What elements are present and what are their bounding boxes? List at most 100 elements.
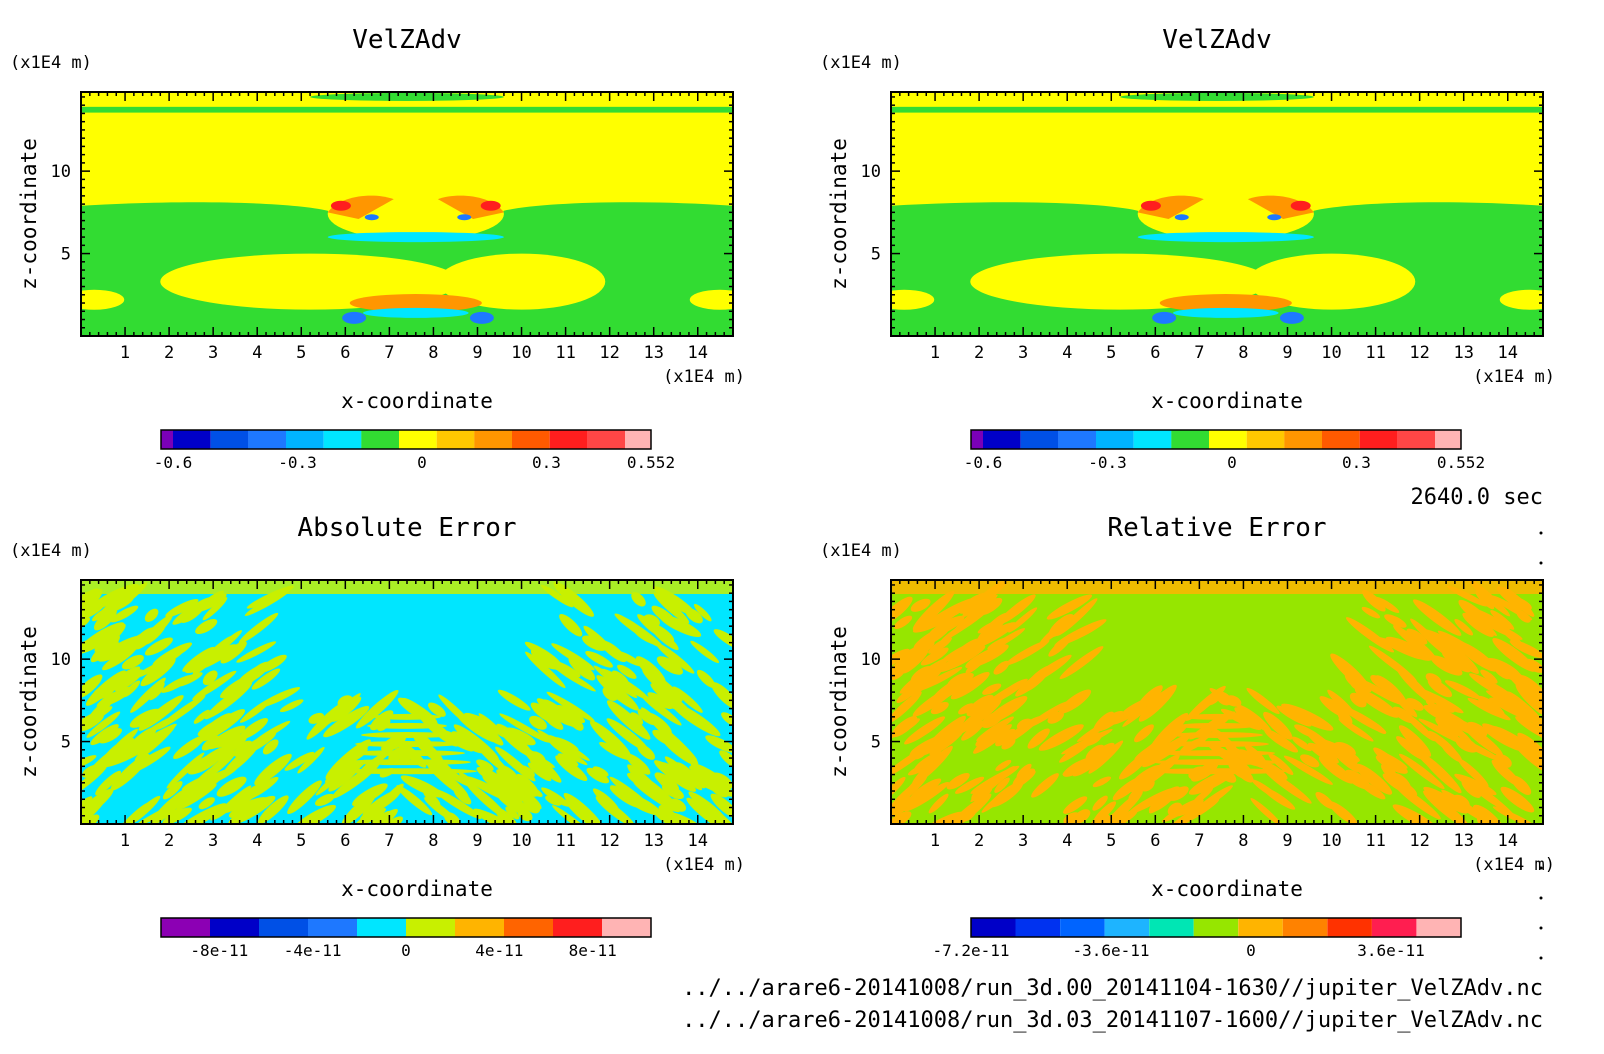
x-tick-label: 13 [643,343,663,363]
field-region [81,289,125,310]
x-tick-label: 7 [1194,831,1204,851]
colorbar-swatch [971,918,1016,937]
y-unit-label: (x1E4 m) [10,53,92,73]
colorbar-tick-label: -0.3 [1088,453,1127,472]
colorbar-swatch [210,918,259,937]
colorbar-swatch [323,430,362,449]
x-tick-label: 6 [1150,831,1160,851]
x-tick-label: 5 [1106,343,1116,363]
field-region-deep [1152,311,1177,324]
field-region-hot [480,200,501,211]
x-tick-label: 2 [164,831,174,851]
colorbar-swatch [1171,430,1209,449]
colorbar-swatch [259,918,308,937]
colorbar-swatch [1416,918,1461,937]
colorbar-swatch [1327,918,1372,937]
tick-marks [891,92,1544,336]
field-region-warm [349,294,482,313]
colorbar-tick-label: -0.6 [964,453,1003,472]
x-tick-label: 7 [384,343,394,363]
x-unit-label: (x1E4 m) [1473,367,1555,387]
field-band [310,92,504,101]
tick-marks [891,580,1544,824]
time-label: 2640.0 sec [1411,485,1543,510]
colorbar-swatch [1284,430,1322,449]
colorbar-swatch [286,430,324,449]
file-path-2: ../../arare6-20141008/run_3d.03_20141107… [682,1008,1543,1033]
x-unit-label: (x1E4 m) [1473,855,1555,875]
colorbar-swatch [1209,430,1247,449]
panel-title: VelZAdv [352,25,462,55]
panel-1: VelZAdv(x1E4 m)(x1E4 m)1 2 3 4 5 6 7 8 9 10 11 12 13… [10,25,745,472]
colorbar-swatch [1238,918,1283,937]
contour-field [81,580,733,824]
field-band [1120,92,1314,101]
colorbar-swatch [308,918,357,937]
field-arc [367,722,447,729]
x-tick-label: 4 [1062,831,1072,851]
colorbar-frame [160,917,652,938]
colorbar-swatch [1193,918,1239,937]
x-axis-label: x-coordinate [341,877,493,901]
field-region-hot [1140,200,1161,211]
x-tick-label: 11 [555,831,575,851]
file-path-1: ../../arare6-20141008/run_3d.00_20141104… [682,976,1543,1001]
tick-marks [81,92,734,336]
colorbar-swatch [406,918,455,937]
x-tick-label: 11 [1365,343,1385,363]
x-tick-label: 7 [1194,343,1204,363]
colorbar-tick-label: 4e-11 [475,941,523,960]
colorbar-tick-label: -0.6 [154,453,193,472]
colorbar-tick-label: -0.3 [278,453,317,472]
colorbar-tick-label: 0 [1246,941,1256,960]
colorbar-swatch [549,430,588,449]
y-tick-label: 10 [51,650,71,670]
field-stripes [891,580,1543,824]
field-region-deep [469,311,494,324]
colorbar-swatch [399,430,437,449]
colorbar-tick-label: -4e-11 [284,941,342,960]
y-unit-label: (x1E4 m) [10,541,92,561]
colorbar-tick-label: 0.552 [627,453,675,472]
colorbar: -7.2e-11 -3.6e-11 0 3.6e-11 [932,917,1462,960]
colorbar-swatch [161,430,173,449]
contour-field [891,92,1543,336]
x-tick-label: 1 [120,343,130,363]
field-arc [1153,759,1281,766]
colorbar-swatch [983,430,1021,449]
colorbar: -0.6 -0.3 0 0.3 0.552 [154,429,675,472]
x-tick-label: 13 [643,831,663,851]
colorbar-swatch [248,430,286,449]
field-arc [355,741,459,748]
field-region-warm [1159,294,1292,313]
colorbar-swatch [357,918,406,937]
field-region-deep [1174,214,1189,221]
x-tick-label: 10 [511,343,531,363]
colorbar-tick-label: 8e-11 [569,941,617,960]
colorbar-swatch [971,430,983,449]
field-region [437,253,606,310]
field-arc [1159,750,1275,757]
x-tick-label: 10 [511,831,531,851]
field-arc [1177,722,1257,729]
colorbar-frame [970,917,1462,938]
y-tick-label: 5 [61,245,71,265]
y-tick-label: 5 [871,733,881,753]
panel-title: Absolute Error [297,513,516,543]
y-tick-label: 5 [61,733,71,753]
panel-4: Relative Error(x1E4 m)(x1E4 m)1 2 3 4 5 6 7 8 9 1… [820,513,1555,960]
colorbar-swatch [1322,430,1360,449]
field-region-cold [327,232,504,243]
colorbar-swatch [1149,918,1194,937]
x-axis-label: x-coordinate [341,389,493,413]
field-region-deep [1279,311,1304,324]
x-tick-label: 1 [930,831,940,851]
colorbar: -0.6 -0.3 0 0.3 0.552 [964,429,1485,472]
colorbar-swatch [1246,430,1285,449]
y-axis-label: z-coordinate [17,138,41,290]
field-region-cold [1172,307,1279,318]
colorbar-tick-label: 0.3 [532,453,561,472]
y-tick-label: 10 [861,162,881,182]
x-tick-label: 14 [1498,831,1518,851]
field-top-band [81,580,733,594]
